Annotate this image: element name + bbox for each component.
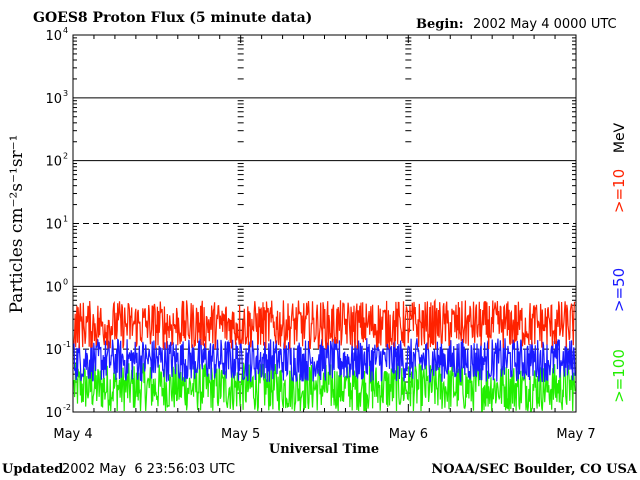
y-tick-label: 10 0 (45, 277, 68, 295)
y-tick-label: 10 4 (45, 26, 68, 44)
begin-value: 2002 May 4 0000 UTC (473, 17, 617, 32)
y-tick-label: 10 3 (45, 89, 68, 107)
x-axis-label: Universal Time (269, 442, 379, 457)
x-tick-label: May 4 (53, 427, 92, 442)
x-tick-label: May 7 (556, 427, 595, 442)
legend: MeV >=10 >=50 >=100 (610, 122, 628, 402)
svg-text:-2: -2 (63, 403, 71, 412)
y-axis-label: Particles cm⁻²s⁻¹sr⁻¹ (7, 135, 27, 314)
svg-text:10: 10 (45, 280, 62, 295)
begin-label: Begin: (416, 17, 464, 32)
svg-text:10: 10 (45, 218, 62, 233)
series-line-ge100 (73, 363, 576, 412)
svg-text:10: 10 (45, 29, 62, 44)
x-tick-label: May 6 (389, 427, 428, 442)
y-tick-label: 10 -1 (45, 340, 71, 358)
legend-entry-ge50: >=50 (610, 268, 628, 312)
updated-label: Updated (2, 462, 63, 477)
updated-value: 2002 May 6 23:56:03 UTC (62, 462, 235, 477)
svg-text:10: 10 (45, 92, 62, 107)
svg-text:10: 10 (45, 406, 62, 421)
series-line-ge50 (73, 337, 576, 384)
x-tick-label: May 5 (221, 427, 260, 442)
svg-text:10: 10 (45, 343, 62, 358)
credit-text: NOAA/SEC Boulder, CO USA (431, 462, 638, 477)
svg-text:3: 3 (63, 89, 68, 98)
series-line-ge10 (73, 298, 576, 350)
series-layer (73, 298, 576, 412)
svg-text:4: 4 (63, 26, 68, 35)
svg-text:-1: -1 (63, 340, 71, 349)
svg-text:10: 10 (45, 155, 62, 170)
y-tick-label: 10 2 (45, 152, 68, 170)
svg-text:1: 1 (63, 215, 68, 224)
legend-entry-ge100: >=100 (610, 349, 628, 403)
y-tick-label: 10 1 (45, 215, 68, 233)
legend-unit: MeV (612, 122, 628, 153)
legend-entry-ge10: >=10 (610, 169, 628, 213)
y-tick-label: 10 -2 (45, 403, 71, 421)
svg-text:0: 0 (63, 277, 68, 286)
x-tick-labels: May 4 May 5 May 6 May 7 (53, 427, 595, 442)
svg-text:2: 2 (63, 152, 68, 161)
chart-title: GOES8 Proton Flux (5 minute data) (33, 10, 312, 26)
